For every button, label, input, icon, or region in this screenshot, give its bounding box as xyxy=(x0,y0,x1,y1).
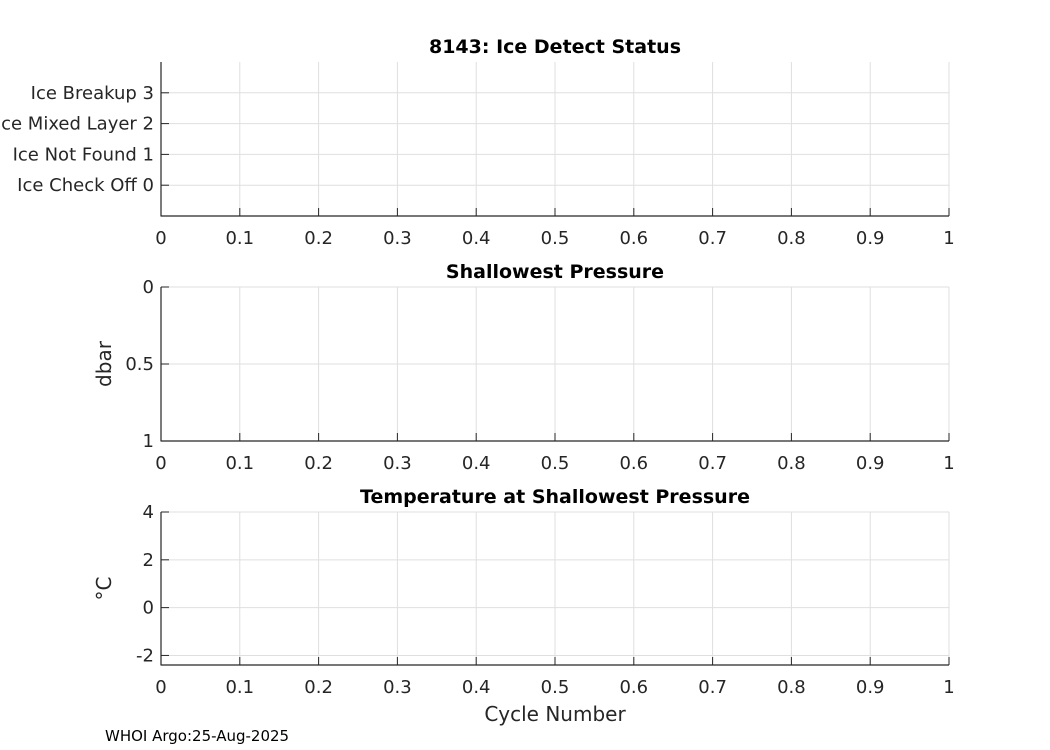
footer-text: WHOI Argo:25-Aug-2025 xyxy=(105,727,289,745)
x-axis-label: Cycle Number xyxy=(484,702,626,726)
x-tick-label: 0.4 xyxy=(462,677,491,698)
x-tick-label: 0.1 xyxy=(225,677,254,698)
x-tick-label: 0.1 xyxy=(225,228,254,249)
y-tick-label: 0 xyxy=(143,277,154,298)
y-axis-label: °C xyxy=(92,577,116,601)
x-tick-label: 0.9 xyxy=(856,677,885,698)
x-tick-label: 0.8 xyxy=(777,453,806,474)
y-tick-label: Ice Check Off 0 xyxy=(17,175,154,196)
y-tick-label: Ice Mixed Layer 2 xyxy=(0,114,154,135)
x-tick-label: 0.8 xyxy=(777,677,806,698)
x-tick-label: 1 xyxy=(943,453,954,474)
x-tick-label: 1 xyxy=(943,677,954,698)
x-tick-label: 0.6 xyxy=(619,453,648,474)
x-tick-label: 0.2 xyxy=(304,228,333,249)
y-tick-label: 0.5 xyxy=(125,354,154,375)
x-tick-label: 0.7 xyxy=(698,677,727,698)
y-tick-label: 4 xyxy=(143,502,154,523)
x-tick-label: 0.2 xyxy=(304,677,333,698)
x-tick-label: 0 xyxy=(155,677,166,698)
axes-title: Shallowest Pressure xyxy=(446,261,664,283)
x-tick-label: 1 xyxy=(943,228,954,249)
x-tick-label: 0.6 xyxy=(619,228,648,249)
y-axis-label: dbar xyxy=(92,340,116,387)
x-tick-label: 0.3 xyxy=(383,677,412,698)
x-tick-label: 0.5 xyxy=(541,453,570,474)
x-tick-label: 0.6 xyxy=(619,677,648,698)
x-tick-label: 0.4 xyxy=(462,453,491,474)
axes-1: 0 0.1 0.2 0.3 0.4 0.5 0.6 0.7 0.8 0.9 1 Ice Check O… xyxy=(0,36,955,249)
x-tick-label: 0.5 xyxy=(541,677,570,698)
x-tick-label: 0.3 xyxy=(383,228,412,249)
y-tick-label: 1 xyxy=(143,431,154,452)
x-tick-label: 0.9 xyxy=(856,453,885,474)
y-tick-label: Ice Breakup 3 xyxy=(31,83,154,104)
x-tick-label: 0.8 xyxy=(777,228,806,249)
y-tick-label: Ice Not Found 1 xyxy=(13,144,154,165)
axes-title: Temperature at Shallowest Pressure xyxy=(360,486,750,508)
x-tick-label: 0.5 xyxy=(541,228,570,249)
y-tick-label: 0 xyxy=(143,598,154,619)
x-tick-label: 0.7 xyxy=(698,228,727,249)
x-tick-label: 0.1 xyxy=(225,453,254,474)
axes-3: 0 0.1 0.2 0.3 0.4 0.5 0.6 0.7 0.8 0.9 1-2024Temper… xyxy=(92,486,955,726)
axes-title: 8143: Ice Detect Status xyxy=(429,36,681,58)
x-tick-label: 0.2 xyxy=(304,453,333,474)
y-tick-label: 2 xyxy=(143,550,154,571)
x-tick-label: 0.3 xyxy=(383,453,412,474)
x-tick-label: 0.9 xyxy=(856,228,885,249)
x-tick-label: 0.4 xyxy=(462,228,491,249)
x-tick-label: 0 xyxy=(155,228,166,249)
axes-2: 0 0.1 0.2 0.3 0.4 0.5 0.6 0.7 0.8 0.9 100.51Shallo… xyxy=(92,261,955,474)
x-tick-label: 0 xyxy=(155,453,166,474)
x-tick-label: 0.7 xyxy=(698,453,727,474)
y-tick-label: -2 xyxy=(136,645,154,666)
